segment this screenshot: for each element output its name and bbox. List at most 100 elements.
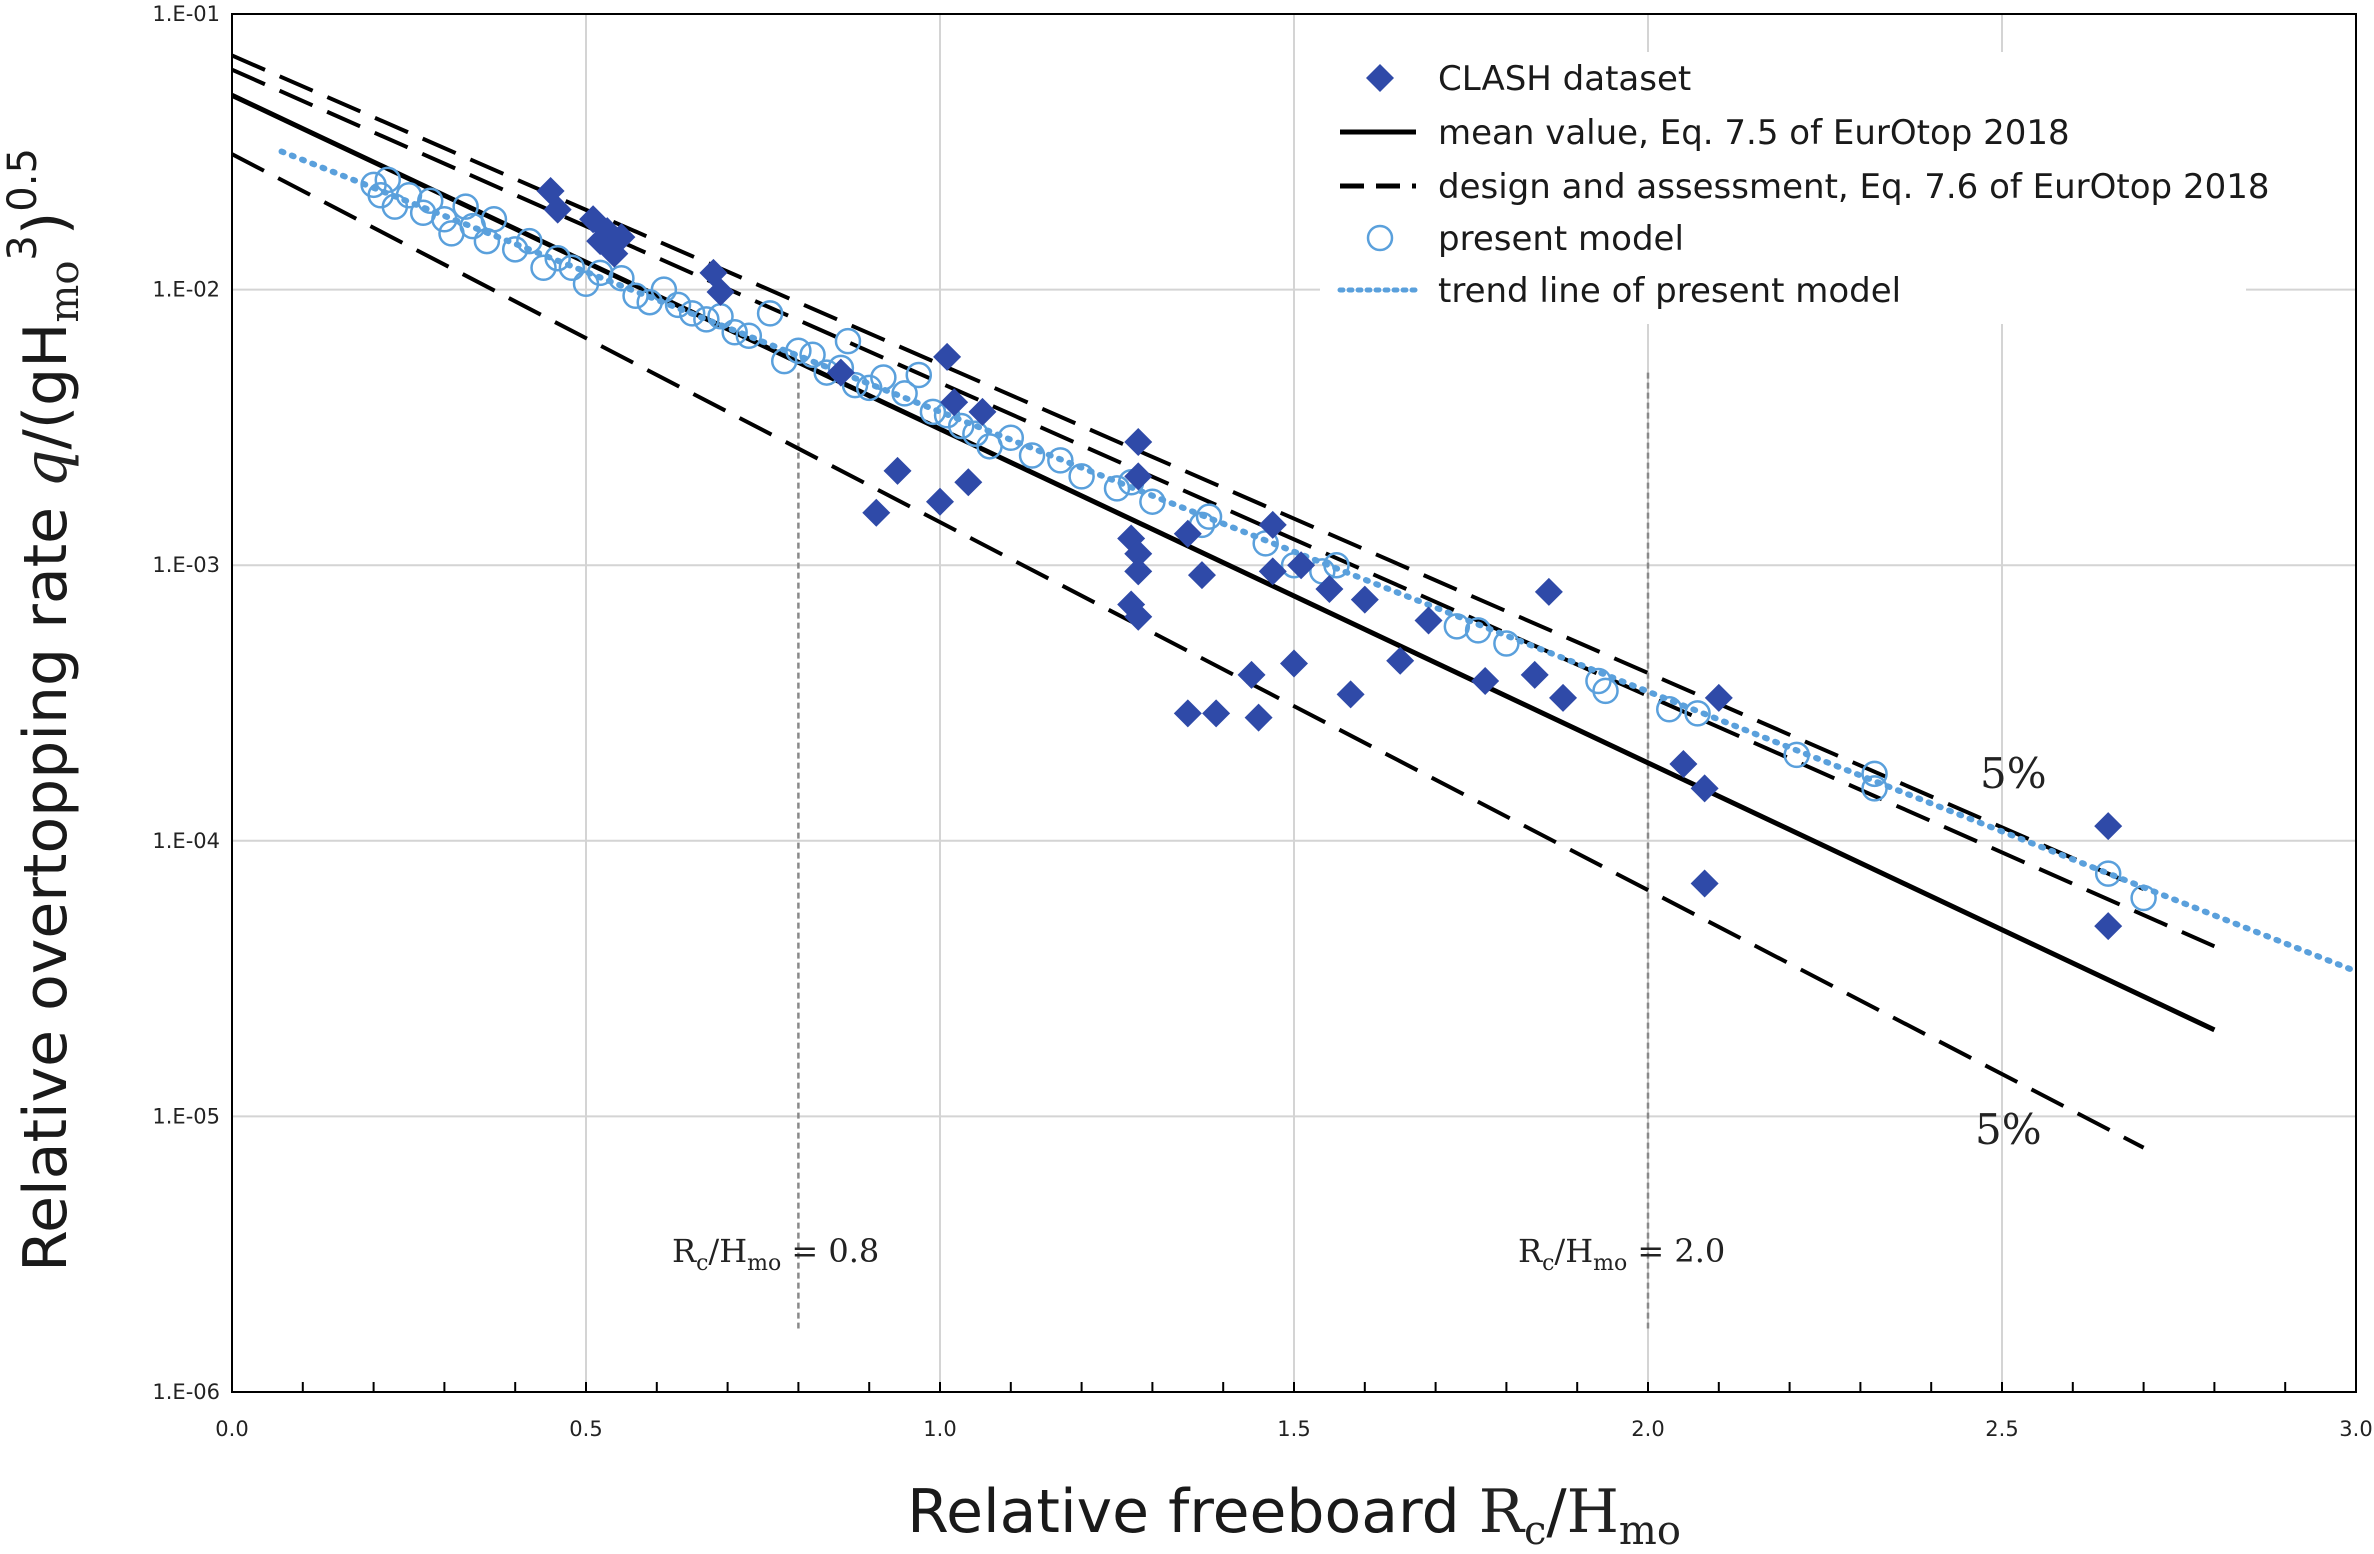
present-model-point bbox=[1861, 775, 1888, 802]
clash-data-point bbox=[933, 342, 962, 371]
legend-item-clash: CLASH dataset bbox=[1366, 59, 1691, 99]
clash-data-point bbox=[1124, 557, 1153, 586]
clash-data-point bbox=[1124, 427, 1153, 456]
legend-label-design: design and assessment, Eq. 7.6 of EurOto… bbox=[1438, 167, 2269, 207]
present-model-point bbox=[1783, 741, 1810, 769]
legend: CLASH dataset mean value, Eq. 7.5 of Eur… bbox=[1320, 52, 2269, 324]
y-axis-title-close: ) bbox=[11, 212, 81, 235]
present-model-point bbox=[516, 227, 543, 255]
clash-data-point bbox=[1520, 660, 1549, 689]
present-model-point bbox=[431, 205, 458, 233]
clash-data-point bbox=[1124, 602, 1153, 631]
clash-data-point bbox=[607, 223, 636, 252]
x-axis-title-main: Relative freeboard bbox=[907, 1477, 1479, 1547]
clash-data-point bbox=[706, 278, 735, 307]
y-axis-title-sup05: 0.5 bbox=[0, 148, 46, 212]
clash-data-point bbox=[1202, 699, 1231, 728]
clash-data-point bbox=[862, 498, 891, 527]
present-model-point bbox=[2130, 884, 2157, 912]
present-model-point bbox=[693, 306, 720, 333]
present-model-point bbox=[1323, 551, 1350, 579]
present-model-point bbox=[1018, 442, 1046, 469]
present-model-point bbox=[785, 337, 812, 364]
clash-data-point bbox=[1244, 703, 1273, 732]
present-model-point bbox=[841, 371, 869, 399]
present-model-point bbox=[834, 327, 862, 355]
x-tick-label: 2.0 bbox=[1631, 1417, 1664, 1441]
clash-data-point bbox=[1386, 646, 1415, 675]
y-tick-label: 1.E-06 bbox=[152, 1380, 220, 1404]
upper-5pct-label: 5% bbox=[1980, 749, 2047, 798]
legend-background bbox=[1320, 52, 2246, 324]
present-model-point bbox=[1493, 630, 1520, 657]
clash-data-point bbox=[883, 456, 912, 485]
present-model-point bbox=[1139, 488, 1166, 515]
clash-data-point bbox=[926, 487, 954, 516]
x-tick-label: 0.0 bbox=[215, 1417, 248, 1441]
present-model-point bbox=[452, 193, 479, 220]
present-model-point bbox=[530, 254, 557, 282]
y-axis-title-sub: mo bbox=[42, 261, 88, 323]
present-model-point bbox=[1861, 760, 1888, 788]
legend-label-model: present model bbox=[1438, 219, 1684, 259]
clash-data-point bbox=[954, 468, 983, 497]
x-axis-title-rc: R bbox=[1479, 1477, 1526, 1547]
legend-item-design: design and assessment, Eq. 7.6 of EurOto… bbox=[1340, 167, 2269, 207]
clash-data-point bbox=[1173, 519, 1202, 548]
legend-label-mean: mean value, Eq. 7.5 of EurOtop 2018 bbox=[1438, 113, 2070, 153]
clash-data-point bbox=[1280, 649, 1308, 678]
present-model-point bbox=[678, 300, 706, 327]
present-model-point bbox=[374, 166, 402, 194]
clash-data-point bbox=[1690, 869, 1719, 898]
clash-data-point bbox=[2094, 912, 2123, 941]
clash-data-point bbox=[826, 358, 855, 387]
x-axis-title-slash: / bbox=[1546, 1477, 1567, 1547]
x-axis-title: Relative freeboard Rc/Hmo bbox=[907, 1477, 1681, 1554]
present-model-point bbox=[1684, 700, 1711, 727]
y-axis-title-sup3: 3 bbox=[0, 235, 46, 260]
clash-dataset-points bbox=[536, 176, 2123, 941]
clash-data-point bbox=[1414, 606, 1443, 635]
legend-label-clash: CLASH dataset bbox=[1438, 59, 1691, 99]
y-axis-title: Relative overtopping rate q/(gHmo3)0.5 bbox=[0, 148, 88, 1272]
present-model-point bbox=[1655, 696, 1683, 723]
guide-label-0.8: Rc/Hmo = 0.8 bbox=[672, 1232, 879, 1276]
lower-5pct-label: 5% bbox=[1975, 1105, 2042, 1154]
legend-item-trend: trend line of present model bbox=[1337, 271, 1901, 311]
present-model-point bbox=[891, 380, 918, 407]
present-model-point bbox=[770, 347, 798, 375]
present-model-point bbox=[855, 374, 883, 402]
present-model-point bbox=[1047, 447, 1074, 474]
clash-data-point bbox=[2094, 812, 2123, 841]
present-model-point bbox=[1592, 677, 1619, 705]
clash-data-point bbox=[1173, 699, 1202, 728]
clash-data-point bbox=[1124, 539, 1153, 568]
x-tick-label: 0.5 bbox=[569, 1417, 602, 1441]
present-model-point bbox=[558, 254, 586, 282]
clash-data-point bbox=[1187, 561, 1216, 590]
x-axis-ticks: 0.0 0.5 1.0 1.5 2.0 2.5 3.0 bbox=[215, 1382, 2373, 1441]
clash-data-point bbox=[1690, 774, 1719, 803]
clash-data-point bbox=[1350, 585, 1379, 614]
legend-circle-icon bbox=[1366, 224, 1394, 252]
clash-data-point bbox=[1704, 683, 1733, 712]
y-tick-label: 1.E-01 bbox=[152, 2, 220, 26]
clash-data-point bbox=[1287, 551, 1316, 580]
present-model-point bbox=[721, 319, 748, 346]
present-model-point bbox=[1068, 463, 1095, 490]
clash-data-point bbox=[1471, 667, 1500, 696]
present-model-point bbox=[544, 244, 571, 272]
present-model-point bbox=[608, 264, 635, 292]
y-axis-ticks: 1.E-06 1.E-05 1.E-04 1.E-03 1.E-02 1.E-01 bbox=[152, 2, 220, 1404]
legend-diamond-icon bbox=[1366, 64, 1394, 92]
present-model-point bbox=[622, 282, 649, 309]
legend-label-trend: trend line of present model bbox=[1438, 271, 1901, 311]
series-line-dashed bbox=[232, 152, 2145, 1150]
present-model-point bbox=[650, 276, 678, 303]
x-axis-title-h: H bbox=[1567, 1477, 1619, 1547]
present-model-point bbox=[1103, 475, 1131, 502]
clash-data-point bbox=[1258, 510, 1287, 539]
present-model-point bbox=[756, 300, 784, 327]
y-tick-label: 1.E-02 bbox=[152, 278, 220, 302]
